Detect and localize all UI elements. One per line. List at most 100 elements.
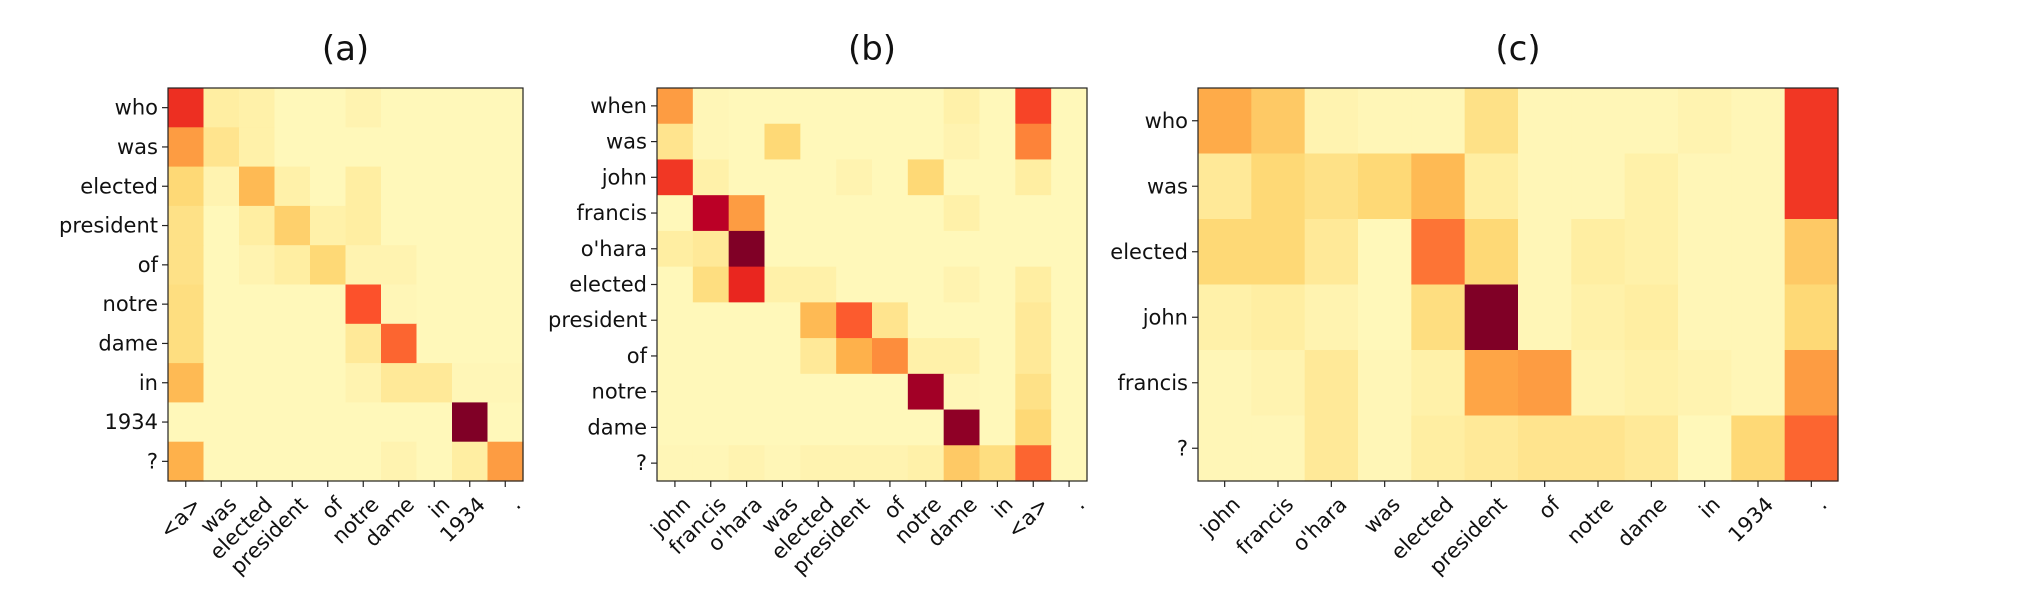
heatmap-cell-r2-c4 <box>1411 219 1466 286</box>
y-tick-label: dame <box>98 331 158 355</box>
heatmap-cell-r0-c6 <box>872 88 909 125</box>
heatmap-cell-r3-c9 <box>487 205 524 246</box>
heatmap-cell-r5-c6 <box>872 266 909 303</box>
heatmap-cell-r7-c5 <box>836 338 873 375</box>
heatmap-cell-r7-c9 <box>487 363 524 403</box>
heatmap-cell-r0-c4 <box>310 88 347 128</box>
heatmap-cell-r3-c1 <box>203 205 240 246</box>
heatmap-cell-r5-c2 <box>239 284 276 325</box>
heatmap-cell-r0-c2 <box>1304 88 1359 155</box>
heatmap-cell-r9-c1 <box>692 409 730 446</box>
heatmap-cell-r4-c3 <box>1358 350 1412 417</box>
heatmap-cell-r2-c1 <box>203 166 240 207</box>
heatmap-cell-r9-c5 <box>345 441 382 482</box>
heatmap-cell-r8-c5 <box>836 373 873 411</box>
x-tick-label: notre <box>1562 492 1618 548</box>
heatmap-cell-r6-c7 <box>907 302 945 339</box>
y-tick-label: francis <box>1117 371 1188 395</box>
heatmap-cell-r6-c1 <box>203 323 240 364</box>
heatmap-cell-r3-c3 <box>764 195 801 232</box>
heatmap-cell-r10-c0 <box>657 445 694 482</box>
heatmap-cell-r2-c7 <box>907 159 945 196</box>
heatmap-cell-r5-c8 <box>452 284 489 325</box>
heatmap-cell-r2-c3 <box>764 159 801 196</box>
heatmap-cell-r4-c4 <box>800 230 837 268</box>
heatmap-cell-r5-c5 <box>345 284 382 325</box>
heatmap-cell-r1-c9 <box>1678 153 1732 220</box>
heatmap-cell-r3-c5 <box>836 195 873 232</box>
heatmap-cell-r7-c0 <box>657 338 694 375</box>
heatmap-cell-r1-c7 <box>1571 153 1626 220</box>
heatmap-panel-b: (b) when was john francis o'hara elected presid… <box>548 29 1089 579</box>
heatmap-cell-r4-c3 <box>274 245 311 286</box>
heatmap-cell-r7-c8 <box>452 363 489 403</box>
x-tick-label: 1934 <box>1724 492 1779 547</box>
heatmap-cell-r3-c5 <box>345 205 382 246</box>
heatmap-cell-r1-c5 <box>1464 153 1519 220</box>
heatmap-cell-r8-c7 <box>907 373 945 411</box>
heatmap-cell-r0-c9 <box>487 88 524 128</box>
y-tick-label: of <box>138 253 159 277</box>
heatmap-cell-r1-c6 <box>872 123 909 161</box>
plot-frame <box>1197 87 1839 482</box>
heatmap-cell-r8-c11 <box>1051 373 1088 411</box>
heatmap-cell-r0-c11 <box>1051 88 1088 125</box>
heatmap-cell-r6-c11 <box>1051 302 1088 339</box>
x-tick-label: . <box>1810 492 1832 514</box>
heatmap-cell-r2-c5 <box>345 166 382 207</box>
heatmap-cell-r2-c6 <box>1518 219 1572 286</box>
heatmap-cell-r7-c6 <box>872 338 909 375</box>
heatmap-cell-r4-c2 <box>1304 350 1359 417</box>
heatmap-cell-r8-c1 <box>692 373 730 411</box>
heatmap-cell-r4-c1 <box>1251 350 1306 417</box>
heatmap-cell-r4-c7 <box>907 230 945 268</box>
heatmap-cell-r8-c3 <box>764 373 801 411</box>
y-tick-label: john <box>1142 305 1188 329</box>
heatmap-cell-r1-c1 <box>203 127 240 168</box>
heatmap-cell-r8-c8 <box>943 373 981 411</box>
heatmap-cell-r1-c4 <box>1411 153 1466 220</box>
x-tick-label: of <box>1534 492 1566 524</box>
heatmap-cell-r5-c1 <box>203 284 240 325</box>
heatmap-cell-r6-c9 <box>487 323 524 364</box>
heatmap-cell-r2-c9 <box>1678 219 1732 286</box>
heatmap-cell-r0-c4 <box>1411 88 1466 155</box>
heatmap-cell-r10-c4 <box>800 445 837 482</box>
heatmap-cell-r6-c0 <box>657 302 694 339</box>
heatmap-cell-r9-c11 <box>1051 409 1088 446</box>
heatmap-cell-r4-c1 <box>203 245 240 286</box>
heatmap-cell-r3-c9 <box>979 195 1016 232</box>
heatmap-cell-r9-c4 <box>800 409 837 446</box>
heatmap-cell-r4-c10 <box>1731 350 1786 417</box>
heatmap-cell-r2-c1 <box>692 159 730 196</box>
x-tick-label: . <box>1068 492 1090 514</box>
heatmap-cell-r0-c9 <box>979 88 1016 125</box>
heatmap-cell-r8-c9 <box>487 402 524 443</box>
heatmap-cell-r3-c10 <box>1015 195 1052 232</box>
heatmap-cell-r0-c7 <box>1571 88 1626 155</box>
heatmap-cell-r2-c4 <box>800 159 837 196</box>
heatmap-cell-r0-c1 <box>692 88 730 125</box>
heatmap-cell-r4-c0 <box>1198 350 1252 417</box>
heatmap-cell-r2-c7 <box>416 166 453 207</box>
heatmap-cell-r4-c5 <box>836 230 873 268</box>
heatmap-cell-r9-c0 <box>168 441 205 482</box>
heatmap-cell-r2-c1 <box>1251 219 1306 286</box>
heatmap-cell-r3-c1 <box>1251 284 1306 351</box>
heatmap-cell-r7-c3 <box>764 338 801 375</box>
y-tick-label: president <box>548 308 647 332</box>
heatmap-cell-r10-c10 <box>1015 445 1052 482</box>
heatmap-cell-r0-c10 <box>1015 88 1052 125</box>
y-tick-label: who <box>1145 109 1188 133</box>
heatmap-cell-r0-c3 <box>1358 88 1412 155</box>
heatmap-cell-r7-c4 <box>310 363 347 403</box>
heatmap-cell-r0-c2 <box>728 88 766 125</box>
heatmap-cell-r4-c7 <box>416 245 453 286</box>
y-tick-label: when <box>590 94 647 118</box>
heatmap-cell-r0-c1 <box>203 88 240 128</box>
heatmap-panel-a: (a) who was elected president of notre dame in 19… <box>59 29 526 579</box>
heatmap-cell-r9-c9 <box>979 409 1016 446</box>
heatmap-cell-r4-c9 <box>979 230 1016 268</box>
heatmap-cell-r0-c4 <box>800 88 837 125</box>
heatmap-cell-r1-c9 <box>979 123 1016 161</box>
